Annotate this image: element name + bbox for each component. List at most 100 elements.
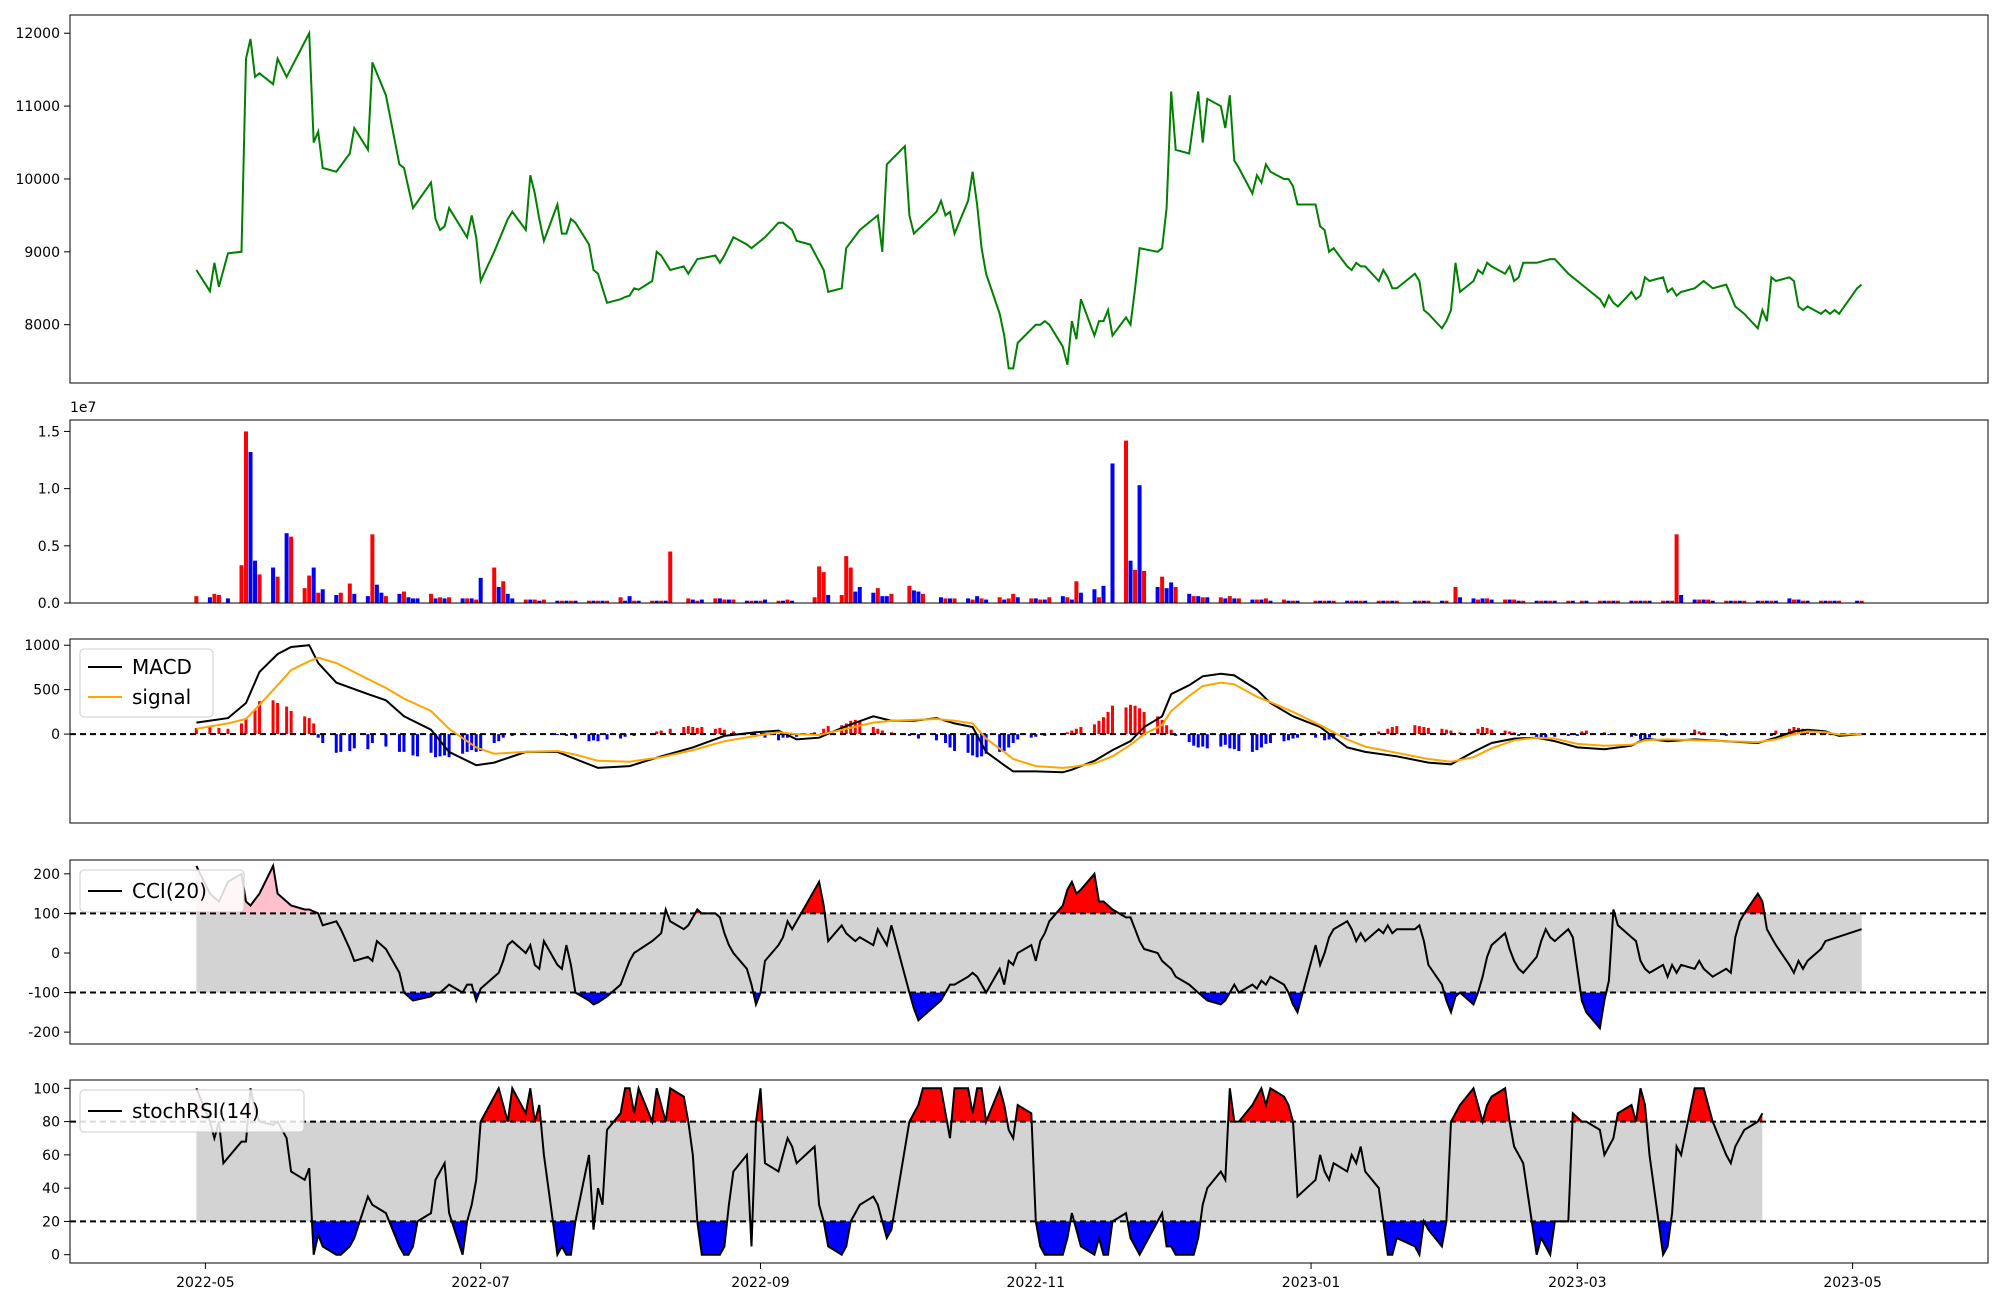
macd-histogram-bar [966, 734, 970, 753]
macd-histogram-bar [1553, 734, 1557, 737]
volume-bar [1128, 560, 1133, 603]
volume-bar [1318, 600, 1323, 603]
volume-bar [948, 598, 953, 603]
volume-bar [1471, 598, 1476, 603]
volume-bar [1706, 599, 1711, 603]
macd-histogram-bar [722, 729, 726, 735]
volume-bar [537, 600, 542, 603]
macd-histogram-bar [470, 734, 474, 751]
volume-bar [248, 452, 253, 603]
volume-bar [1313, 600, 1318, 603]
volume-bar [1047, 597, 1052, 603]
macd-histogram-bar [1444, 729, 1448, 735]
volume-scale-label: 1e7 [70, 400, 96, 416]
volume-bar [781, 600, 786, 603]
volume-bar [316, 592, 321, 603]
macd-histogram-bar [226, 728, 230, 735]
volume-bar [1742, 600, 1747, 603]
macd-histogram-bar [1156, 716, 1160, 735]
macd-histogram-bar [1187, 734, 1191, 743]
volume-bar [1521, 600, 1526, 603]
volume-bar [744, 600, 749, 603]
volume-bar [469, 598, 474, 603]
legend-label: CCI(20) [132, 879, 207, 903]
volume-bar [564, 600, 569, 603]
macd-histogram-bar [429, 734, 433, 753]
macd-histogram-bar [1724, 734, 1728, 736]
volume-bar [1633, 600, 1638, 603]
volume-bar [826, 594, 831, 603]
volume-bar [194, 596, 199, 603]
overbought-fill [259, 1088, 1763, 1122]
volume-bar [970, 599, 975, 603]
volume-bar [1476, 599, 1481, 603]
macd-histogram-bar [465, 734, 469, 752]
macd-histogram-bar [1422, 727, 1426, 735]
volume-bar [1823, 600, 1828, 603]
volume-bar [1133, 569, 1138, 603]
volume-bar [618, 597, 623, 603]
macd-histogram-bar [285, 706, 289, 735]
volume-bar [528, 599, 533, 603]
volume-bar [1832, 600, 1837, 603]
macd-histogram-bar [731, 731, 735, 735]
macd-histogram-bar [682, 727, 686, 735]
volume-bar [1647, 600, 1652, 603]
volume-bar [1674, 534, 1679, 603]
signal-line [196, 656, 1862, 769]
volume-bar [997, 597, 1002, 603]
y-tick-label: 100 [33, 1081, 60, 1097]
volume-bar [559, 600, 564, 603]
volume-bar [1281, 599, 1286, 603]
price-line [195, 29, 1863, 370]
volume-bar [966, 598, 971, 603]
volume-bar [1078, 592, 1083, 603]
macd-histogram-bar [438, 734, 442, 757]
y-tick-label: 1.0 [38, 482, 60, 498]
y-tick-label: 10000 [15, 172, 60, 188]
volume-bar [284, 533, 289, 603]
macd-histogram-bar [1169, 729, 1173, 735]
macd-histogram-bar [447, 734, 451, 758]
volume-bar [695, 600, 700, 603]
volume-bar [1205, 597, 1210, 603]
volume-bar [365, 596, 370, 603]
macd-histogram-bar [944, 734, 948, 743]
macd-histogram-bar [1074, 728, 1078, 735]
volume-bar [1503, 599, 1508, 603]
volume-bar [1155, 586, 1160, 603]
volume-bar [1015, 597, 1020, 603]
volume-bar [1349, 600, 1354, 603]
macd-histogram-bar [1268, 734, 1272, 743]
volume-bar [1710, 600, 1715, 603]
volume-bar [568, 600, 573, 603]
volume-bar [812, 597, 817, 603]
macd-histogram-bar [1106, 711, 1110, 735]
volume-bar [1679, 594, 1684, 603]
volume-bar [984, 599, 989, 603]
volume-bar [401, 591, 406, 603]
volume-bar [1489, 599, 1494, 603]
macd-histogram-bar [1517, 734, 1521, 736]
macd-histogram-bar [564, 734, 568, 736]
volume-bar [1760, 600, 1765, 603]
macd-histogram-bar [605, 734, 609, 740]
volume-bar [1412, 600, 1417, 603]
axes-frame [69, 14, 1989, 384]
y-tick-label: 40 [42, 1181, 60, 1197]
volume-bar [307, 575, 312, 603]
volume-bar [1191, 596, 1196, 603]
volume-bar [596, 600, 601, 603]
volume-bar [758, 600, 763, 603]
macd-histogram-bar [587, 734, 591, 742]
volume-bar [1773, 600, 1778, 603]
macd-histogram-bar [1296, 734, 1300, 738]
macd-histogram-bar [592, 734, 596, 741]
volume-bar [1173, 586, 1178, 603]
macd-histogram-bar [461, 734, 465, 754]
macd-histogram-bar [334, 734, 338, 753]
macd-histogram-bar [1476, 728, 1480, 735]
volume-bar [790, 600, 795, 603]
macd-histogram-bar [1584, 730, 1588, 735]
indicator-line [195, 1084, 1764, 1258]
